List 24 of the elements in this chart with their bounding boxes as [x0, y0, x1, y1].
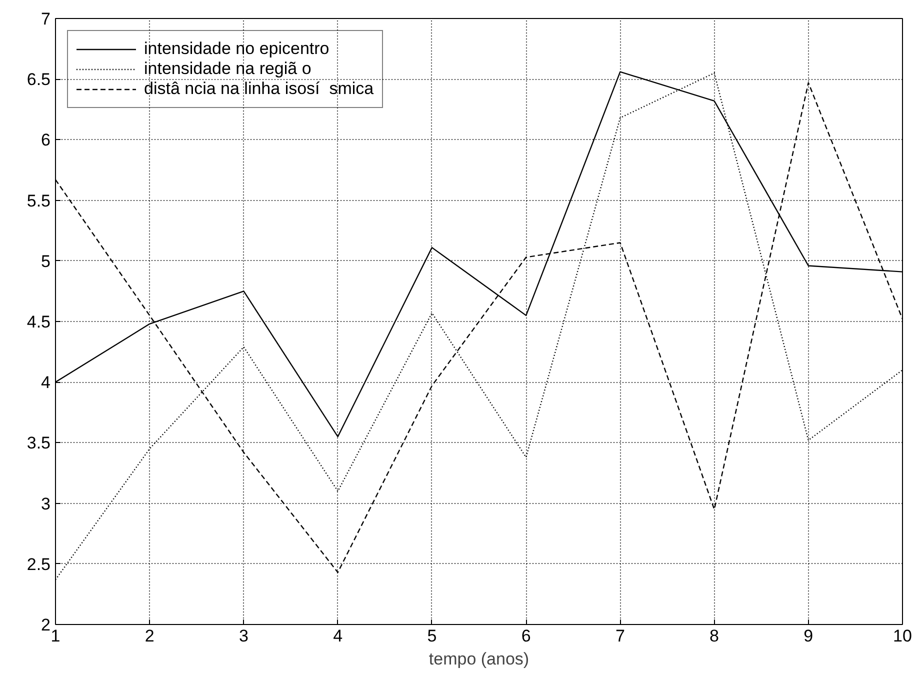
- y-tick-label: 5.5: [26, 191, 51, 210]
- x-tick-label: 10: [893, 626, 912, 646]
- x-tick-label: 9: [804, 626, 814, 646]
- y-tick-label: 3.5: [26, 434, 51, 453]
- legend-label: intensidade na regiã o: [144, 59, 312, 79]
- x-axis-title: tempo (anos): [428, 650, 530, 668]
- x-tick-label: 3: [238, 626, 248, 646]
- y-tick-label: 6: [41, 130, 51, 150]
- x-tick-label: 5: [427, 626, 437, 646]
- x-tick-label: 7: [615, 626, 625, 646]
- legend-label: intensidade no epicentro: [144, 39, 330, 59]
- x-tick-label: 1: [50, 626, 60, 646]
- y-tick-label: 3: [41, 494, 51, 514]
- x-tick-label: 4: [333, 626, 343, 646]
- y-tick-label: 7: [41, 10, 51, 28]
- y-tick-label: 4: [41, 373, 51, 392]
- y-tick-label: 4.5: [26, 312, 51, 332]
- y-tick-label: 5: [41, 252, 51, 271]
- x-tick-label: 8: [710, 626, 720, 646]
- x-tick-label: 2: [144, 626, 154, 646]
- y-tick-label: 6.5: [26, 70, 51, 90]
- x-tick-label: 6: [521, 626, 531, 646]
- y-tick-label: 2.5: [26, 554, 51, 574]
- legend-label: distâ ncia na linha isosí smica: [144, 79, 374, 99]
